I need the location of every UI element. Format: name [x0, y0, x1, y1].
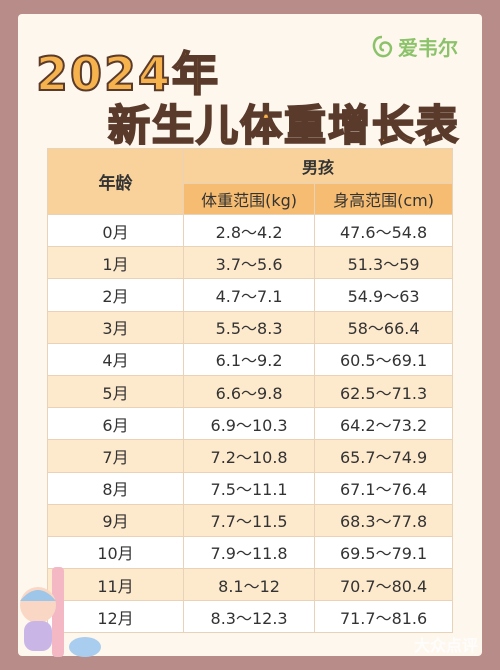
year-heading: 2024年 [35, 46, 221, 102]
table-row: 12月 8.3～12.3 71.7～81.6 [47, 600, 453, 634]
table-row: 2月 4.7～7.1 54.9～63 [47, 278, 453, 312]
age-cell: 7月 [47, 439, 184, 473]
logo-icon [372, 35, 393, 57]
weight-cell: 7.2～10.8 [182, 439, 316, 473]
age-cell: 8月 [47, 471, 184, 505]
table-row: 7月 7.2～10.8 65.7～74.9 [47, 439, 453, 473]
age-cell: 9月 [47, 503, 184, 537]
age-cell: 4月 [47, 342, 184, 376]
age-cell: 5月 [47, 374, 184, 409]
table-row: 10月 7.9～11.8 69.5～79.1 [47, 535, 453, 570]
watermark: 大众点评 [413, 636, 478, 655]
weight-cell: 3.7～5.6 [182, 246, 316, 280]
weight-cell: 2.8～4.2 [182, 213, 316, 248]
weight-cell: 8.1～12 [182, 568, 316, 602]
height-cell: 51.3～59 [314, 246, 453, 280]
age-cell: 12月 [47, 600, 184, 634]
logo: 爱韦尔 [370, 32, 458, 61]
column-header: 身高范围(cm) [314, 183, 453, 215]
weight-cell: 7.7～11.5 [182, 503, 316, 537]
age-cell: 10月 [47, 535, 184, 570]
height-cell: 65.7～74.9 [314, 439, 453, 473]
height-cell: 71.7～81.6 [314, 600, 453, 634]
height-cell: 58～66.4 [314, 310, 453, 344]
weight-cell: 8.3～12.3 [182, 600, 316, 634]
age-cell: 2月 [47, 278, 184, 312]
height-cell: 54.9～63 [314, 278, 453, 312]
table-row: 3月 5.5～8.3 58～66.4 [47, 310, 453, 344]
height-cell: 47.6～54.8 [314, 213, 453, 248]
height-cell: 70.7～80.4 [314, 568, 453, 602]
height-cell: 68.3～77.8 [314, 503, 453, 537]
baby-illustration [20, 567, 101, 657]
weight-cell: 6.9～10.3 [182, 407, 316, 441]
table-row: 1月 3.7～5.6 51.3～59 [47, 246, 453, 280]
column-header: 体重范围(kg) [182, 183, 316, 215]
logo-text: 爱韦尔 [398, 36, 458, 60]
age-cell: 0月 [47, 213, 184, 248]
height-cell: 64.2～73.2 [314, 407, 453, 441]
table-row: 6月 6.9～10.3 64.2～73.2 [47, 407, 453, 441]
table-row: 8月 7.5～11.1 67.1～76.4 [47, 471, 453, 505]
table-row: 9月 7.7～11.5 68.3～77.8 [47, 503, 453, 537]
height-cell: 62.5～71.3 [314, 374, 453, 409]
group-header: 男孩 [183, 148, 453, 184]
growth-table: 年龄 男孩 体重范围(kg) 身高范围(cm) 0月 2.8～4.2 47.6～54… [47, 148, 453, 634]
height-cell: 60.5～69.1 [314, 342, 453, 376]
weight-cell: 7.5～11.1 [182, 471, 316, 505]
age-cell: 6月 [47, 407, 184, 441]
table-row: 4月 6.1～9.2 60.5～69.1 [47, 342, 453, 376]
table-row: 5月 6.6～9.8 62.5～71.3 [47, 374, 453, 409]
table-row: 0月 2.8～4.2 47.6～54.8 [47, 213, 453, 248]
height-cell: 67.1～76.4 [314, 471, 453, 505]
age-cell: 1月 [47, 246, 184, 280]
height-cell: 69.5～79.1 [314, 535, 453, 570]
weight-cell: 7.9～11.8 [182, 535, 316, 570]
weight-cell: 4.7～7.1 [182, 278, 316, 312]
table-body: 0月 2.8～4.2 47.6～54.8 1月 3.7～5.6 51.3～59 2月 4.7～… [47, 213, 453, 634]
title: 新生儿体重增长表 [107, 100, 461, 151]
weight-cell: 6.1～9.2 [182, 342, 316, 376]
age-header: 年龄 [47, 148, 184, 215]
age-cell: 3月 [47, 310, 184, 344]
table-row: 11月 8.1～12 70.7～80.4 [47, 568, 453, 602]
weight-cell: 6.6～9.8 [182, 374, 316, 409]
weight-cell: 5.5～8.3 [182, 310, 316, 344]
